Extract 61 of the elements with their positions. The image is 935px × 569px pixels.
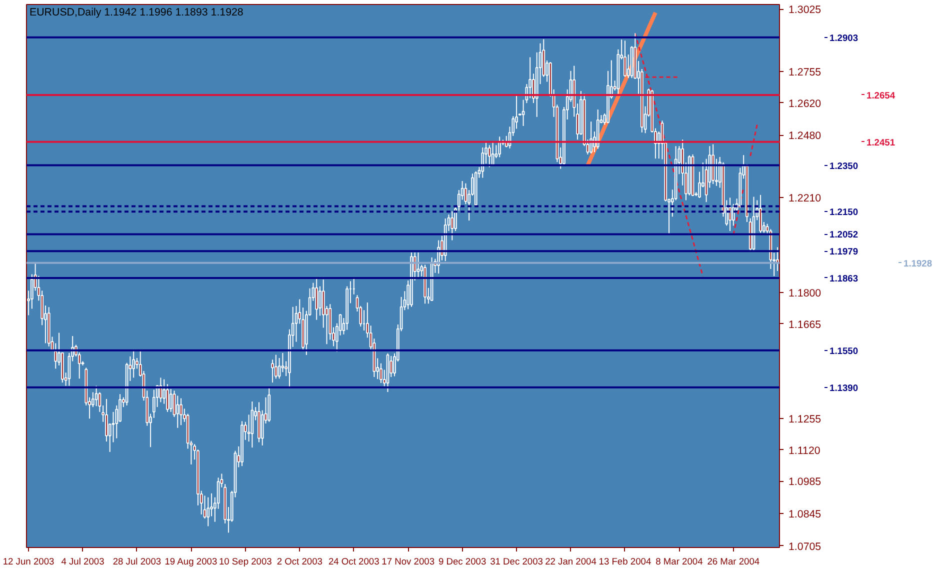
candlestick <box>132 349 136 378</box>
x-tick-label: 4 Jul 2003 <box>61 556 104 566</box>
candlestick <box>488 144 491 168</box>
candlestick <box>318 286 322 316</box>
y-tick-label: 1.3025 <box>788 4 822 16</box>
ref-line-label: 1.1928 <box>904 258 932 268</box>
x-tick-label: 8 Mar 2004 <box>656 556 703 566</box>
ref-line-label: 1.2654 <box>866 90 896 100</box>
candlestick <box>274 354 278 380</box>
candlestick <box>450 210 454 241</box>
ref-line-label: 1.2451 <box>866 137 896 148</box>
x-tick-label: 22 Jan 2004 <box>545 556 596 566</box>
ref-line-label: 1.2052 <box>830 230 858 240</box>
y-tick-label: 1.1255 <box>788 414 822 426</box>
ref-line-label: 1.2903 <box>830 32 858 43</box>
y-tick-label: 1.1800 <box>788 288 822 300</box>
candlestick <box>498 136 502 158</box>
candlestick <box>169 388 172 412</box>
ref-line-label: 1.1550 <box>830 346 858 356</box>
candlestick <box>176 395 180 428</box>
y-tick-label: 1.0705 <box>788 540 822 553</box>
chart-title: EURUSD,Daily 1.1942 1.1996 1.1893 1.1928 <box>30 6 244 18</box>
candlestick <box>728 197 732 232</box>
x-tick-label: 9 Dec 2003 <box>438 556 486 566</box>
ref-line-label: 1.1979 <box>830 246 858 257</box>
candlestick <box>94 385 98 407</box>
x-tick-label: 26 Mar 2004 <box>707 556 760 566</box>
y-tick-label: 1.1120 <box>788 444 820 457</box>
ref-line-label: 1.2150 <box>830 207 858 218</box>
y-tick-label: 1.2480 <box>788 130 822 142</box>
candlestick <box>247 414 250 442</box>
x-tick-label: 28 Jul 2003 <box>112 556 162 566</box>
x-tick-label: 12 Jun 2003 <box>2 556 54 566</box>
y-tick-label: 1.0845 <box>788 508 822 520</box>
candlestick <box>624 40 626 78</box>
candlestick <box>528 56 532 99</box>
x-tick-label: 2 Oct 2003 <box>276 556 322 566</box>
y-tick-label: 1.2755 <box>788 66 822 79</box>
x-tick-label: 24 Oct 2003 <box>328 556 380 566</box>
x-tick-label: 31 Dec 2003 <box>490 556 543 566</box>
candlestick <box>105 398 108 442</box>
y-tick-label: 1.2620 <box>788 98 822 110</box>
candlestick <box>416 252 420 278</box>
x-tick-label: 19 Aug 2003 <box>164 556 218 566</box>
candlestick <box>271 359 274 384</box>
ref-line-label: 1.1863 <box>830 273 858 284</box>
candlestick <box>281 352 284 373</box>
y-tick-label: 1.0985 <box>788 476 822 488</box>
y-tick-label: 1.2210 <box>788 192 822 205</box>
candlestick <box>166 384 169 412</box>
x-tick-label: 10 Sep 2003 <box>218 556 272 566</box>
candlestick <box>206 496 210 527</box>
candlestick <box>481 146 484 178</box>
x-tick-label: 13 Feb 2004 <box>598 556 652 566</box>
x-tick-label: 17 Nov 2003 <box>382 556 435 566</box>
y-tick-label: 1.1665 <box>788 318 822 331</box>
candlestick <box>180 398 182 426</box>
ref-line-label: 1.2350 <box>830 160 858 171</box>
ref-line-label: 1.1390 <box>830 382 858 393</box>
candlestick <box>315 278 318 320</box>
candlestick <box>759 194 762 234</box>
